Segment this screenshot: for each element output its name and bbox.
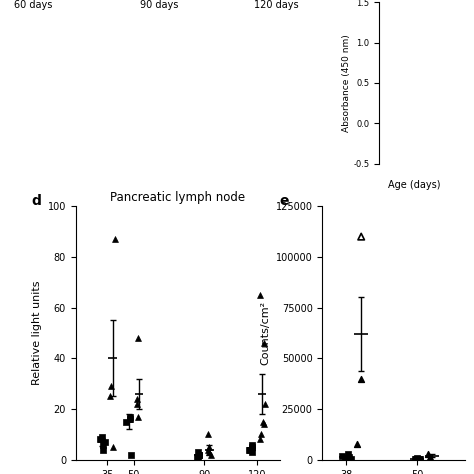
- Point: [134, 334, 141, 342]
- Point: [257, 430, 265, 438]
- Point: [194, 454, 201, 461]
- Title: Pancreatic lymph node: Pancreatic lymph node: [110, 191, 246, 204]
- Point: [134, 413, 142, 420]
- Ellipse shape: [38, 71, 78, 122]
- Point: [134, 395, 141, 403]
- Point: [342, 455, 349, 462]
- Point: [411, 455, 419, 463]
- Point: [256, 436, 264, 443]
- Point: [416, 455, 424, 462]
- Point: [109, 443, 117, 451]
- Point: [111, 236, 118, 243]
- Text: d: d: [31, 193, 41, 208]
- Point: [345, 453, 353, 461]
- Point: [101, 438, 109, 446]
- Point: [357, 233, 365, 240]
- Point: [413, 455, 421, 462]
- Point: [195, 448, 202, 456]
- Text: 60 days: 60 days: [14, 0, 53, 10]
- Point: [134, 400, 141, 408]
- Point: [338, 452, 346, 459]
- Text: 90 days: 90 days: [140, 0, 178, 10]
- Point: [205, 448, 213, 456]
- Point: [248, 443, 256, 451]
- Point: [246, 446, 254, 454]
- Y-axis label: Absorbance (450 nm): Absorbance (450 nm): [342, 34, 351, 132]
- Point: [205, 443, 212, 451]
- Point: [259, 418, 267, 426]
- Ellipse shape: [171, 113, 189, 147]
- Ellipse shape: [273, 32, 331, 126]
- Point: [248, 441, 256, 448]
- Point: [415, 456, 423, 463]
- Point: [127, 413, 134, 420]
- Point: [256, 291, 264, 299]
- Point: [412, 455, 420, 463]
- Point: [426, 453, 434, 461]
- Text: 120 days: 120 days: [254, 0, 298, 10]
- Point: [97, 436, 104, 443]
- Point: [246, 446, 253, 454]
- Point: [207, 451, 215, 458]
- Point: [344, 450, 352, 457]
- Point: [261, 339, 268, 347]
- Point: [353, 440, 361, 447]
- Text: Age (days): Age (days): [389, 180, 441, 190]
- Ellipse shape: [154, 49, 183, 109]
- Point: [424, 450, 432, 457]
- Point: [193, 454, 201, 461]
- Point: [99, 446, 107, 454]
- Y-axis label: Relative light units: Relative light units: [32, 281, 42, 385]
- Point: [122, 418, 130, 426]
- Point: [107, 383, 115, 390]
- Point: [357, 375, 365, 383]
- Point: [127, 451, 135, 458]
- Point: [261, 400, 268, 408]
- Point: [260, 420, 267, 428]
- Point: [107, 392, 114, 400]
- Point: [100, 441, 107, 448]
- Point: [347, 455, 355, 463]
- Y-axis label: Counts/cm²: Counts/cm²: [260, 301, 270, 365]
- Point: [196, 451, 203, 458]
- Point: [195, 451, 203, 458]
- Point: [248, 448, 255, 456]
- Point: [126, 415, 134, 423]
- Text: e: e: [280, 193, 289, 208]
- Point: [204, 430, 212, 438]
- Point: [98, 433, 105, 441]
- Point: [204, 446, 211, 454]
